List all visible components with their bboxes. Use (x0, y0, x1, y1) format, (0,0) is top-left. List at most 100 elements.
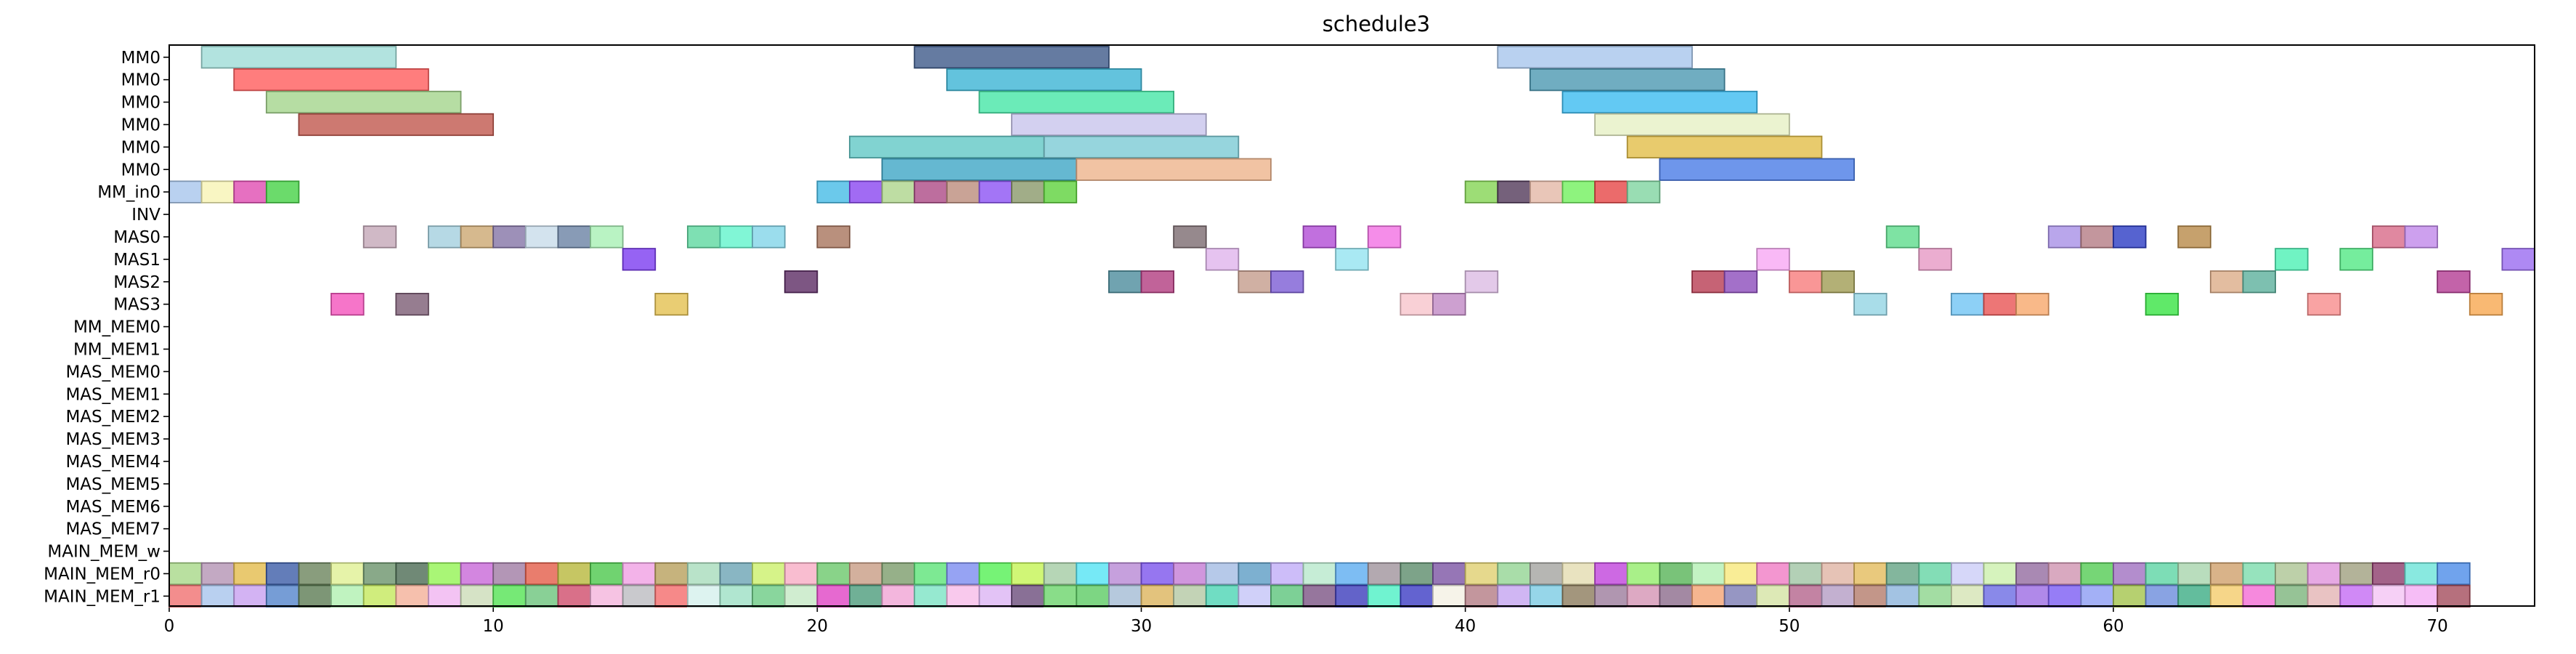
x-tick-label: 40 (1455, 617, 1476, 636)
memory-access-bar (914, 584, 948, 607)
task-bar (1659, 158, 1855, 181)
task-bar (2437, 270, 2471, 294)
memory-access-bar (1561, 562, 1596, 586)
memory-access-bar (1043, 562, 1078, 586)
task-bar (881, 158, 1078, 181)
memory-access-bar (1756, 584, 1790, 607)
task-bar (816, 180, 850, 203)
memory-access-bar (2047, 562, 2082, 586)
memory-access-bar (1918, 562, 1952, 586)
x-tick-label: 50 (1779, 617, 1800, 636)
memory-access-bar (1464, 562, 1499, 586)
task-bar (2080, 225, 2114, 249)
y-tick-label: MAS_MEM3 (65, 430, 161, 449)
y-tick-label: MAIN_MEM_w (47, 543, 161, 562)
y-tick-label: MM_MEM0 (73, 318, 161, 337)
task-bar (978, 180, 1012, 203)
y-tick-label: MM0 (121, 49, 161, 68)
task-bar (1529, 180, 1564, 203)
y-tick-label: MAS_MEM1 (65, 385, 161, 404)
memory-access-bar (2145, 562, 2179, 586)
memory-access-bar (914, 562, 948, 586)
memory-access-bar (686, 562, 721, 586)
task-bar (1561, 90, 1758, 114)
plot-area (168, 46, 2535, 607)
task-bar (881, 180, 916, 203)
memory-access-bar (1205, 584, 1240, 607)
memory-access-bar (428, 584, 462, 607)
memory-access-bar (2307, 562, 2341, 586)
memory-access-bar (1853, 584, 1888, 607)
task-bar (2501, 248, 2535, 271)
memory-access-bar (1367, 562, 1402, 586)
memory-access-bar (233, 562, 267, 586)
task-bar (784, 270, 818, 294)
memory-access-bar (881, 562, 916, 586)
task-bar (1626, 135, 1823, 159)
memory-access-bar (330, 584, 365, 607)
y-tick-label: MAS0 (113, 228, 161, 247)
task-bar (1140, 270, 1175, 294)
memory-access-bar (2242, 584, 2276, 607)
memory-access-bar (752, 562, 786, 586)
memory-access-bar (1173, 584, 1207, 607)
y-tick-label: MM0 (121, 116, 161, 134)
memory-access-bar (200, 584, 235, 607)
memory-access-bar (2437, 584, 2471, 607)
memory-access-bar (1335, 562, 1369, 586)
task-bar (524, 225, 559, 249)
memory-access-bar (590, 584, 624, 607)
memory-access-bar (2015, 584, 2049, 607)
memory-access-bar (2080, 584, 2114, 607)
memory-access-bar (816, 584, 850, 607)
memory-access-bar (1918, 584, 1952, 607)
memory-access-bar (524, 584, 559, 607)
task-bar (1108, 270, 1142, 294)
memory-access-bar (492, 562, 527, 586)
memory-access-bar (395, 584, 429, 607)
x-tick-label: 10 (483, 617, 504, 636)
task-bar (816, 225, 850, 249)
task-bar (1205, 248, 1240, 271)
task-bar (1367, 225, 1402, 249)
memory-access-bar (265, 562, 300, 586)
memory-access-bar (1821, 562, 1855, 586)
memory-access-bar (2209, 562, 2244, 586)
memory-access-bar (2015, 562, 2049, 586)
task-bar (492, 225, 527, 249)
task-bar (233, 180, 267, 203)
memory-access-bar (200, 562, 235, 586)
task-bar (1821, 270, 1855, 294)
memory-access-bar (2242, 562, 2276, 586)
memory-access-bar (1885, 584, 1920, 607)
task-bar (654, 292, 688, 316)
memory-access-bar (233, 584, 267, 607)
memory-access-bar (1076, 584, 1110, 607)
task-bar (946, 68, 1142, 92)
task-bar (849, 180, 883, 203)
x-tick-label: 30 (1131, 617, 1152, 636)
memory-access-bar (946, 584, 980, 607)
memory-access-bar (362, 562, 397, 586)
task-bar (460, 225, 495, 249)
task-bar (265, 180, 300, 203)
y-tick-label: MAS_MEM0 (65, 363, 161, 382)
memory-access-bar (881, 584, 916, 607)
task-bar (686, 225, 721, 249)
memory-access-bar (686, 584, 721, 607)
memory-access-bar (784, 562, 818, 586)
task-bar (557, 225, 591, 249)
memory-access-bar (1399, 584, 1434, 607)
y-tick-label: MAS2 (113, 273, 161, 292)
memory-access-bar (978, 562, 1012, 586)
task-bar (1173, 225, 1207, 249)
memory-access-bar (2177, 562, 2211, 586)
memory-access-bar (2275, 562, 2309, 586)
memory-access-bar (1497, 584, 1531, 607)
memory-access-bar (1238, 562, 1272, 586)
memory-access-bar (1626, 562, 1661, 586)
task-bar (1885, 225, 1920, 249)
memory-access-bar (1659, 562, 1693, 586)
y-tick-label: MM0 (121, 94, 161, 113)
memory-access-bar (2372, 584, 2406, 607)
